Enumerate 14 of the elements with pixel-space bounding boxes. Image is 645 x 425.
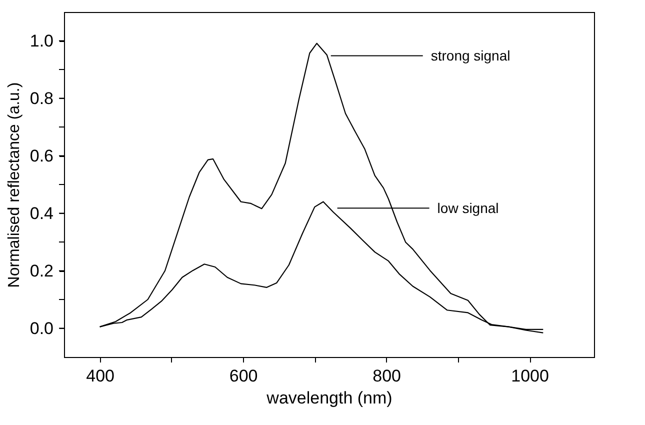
x-tick-label: 800 bbox=[372, 366, 401, 386]
y-tick-label: 1.0 bbox=[30, 31, 54, 50]
annotation: strong signal bbox=[430, 48, 510, 64]
x-tick-label: 400 bbox=[86, 366, 114, 386]
y-tick-label: 0.2 bbox=[30, 261, 54, 280]
y-tick-label: 0.6 bbox=[30, 146, 54, 166]
x-axis-title: wavelength (nm) bbox=[266, 388, 392, 408]
y-axis-title: Normalised reflectance (a.u.) bbox=[6, 82, 23, 288]
y-tick-label: 0.4 bbox=[30, 204, 54, 223]
x-tick-label: 600 bbox=[229, 366, 258, 386]
y-tick-label: 0.8 bbox=[30, 88, 54, 108]
y-tick-label: 0.0 bbox=[30, 318, 54, 338]
annotation: low signal bbox=[437, 200, 499, 216]
x-tick-label: 1000 bbox=[511, 366, 549, 386]
